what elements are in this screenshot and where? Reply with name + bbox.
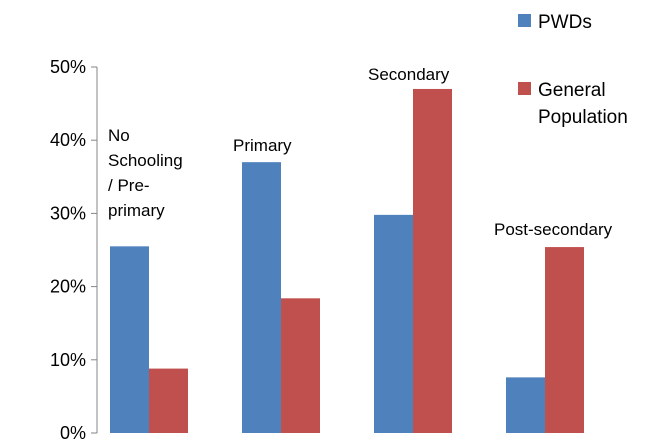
bar-general-population	[149, 368, 188, 433]
y-axis-ticks: 0% 10% 20% 30% 40% 50%	[50, 57, 97, 443]
bar-general-population	[545, 247, 584, 433]
legend-swatch	[518, 82, 531, 95]
bar-general-population	[281, 298, 320, 433]
y-tick-label: 20%	[50, 277, 86, 297]
y-tick-label: 50%	[50, 57, 86, 77]
y-tick-label: 0%	[60, 423, 86, 443]
category-label: Secondary	[368, 65, 450, 84]
legend-swatch	[518, 14, 531, 27]
legend-label: PWDs	[538, 12, 592, 33]
category-label: No Schooling / Pre-primary	[108, 126, 183, 220]
legend: PWDs General Population	[518, 12, 628, 128]
category-label: Post-secondary	[494, 220, 613, 239]
bar-pwds	[242, 162, 281, 433]
bars	[110, 88, 584, 434]
category-labels: No Schooling / Pre-primary Primary Secondary…	[108, 65, 613, 239]
bar-pwds	[506, 377, 545, 433]
y-tick-label: 10%	[50, 350, 86, 370]
bar-pwds	[110, 246, 149, 433]
legend-label: General Population	[538, 80, 628, 128]
y-tick-label: 40%	[50, 130, 86, 150]
category-label: Primary	[233, 136, 292, 155]
bar-general-population	[413, 88, 452, 434]
bar-pwds	[374, 214, 413, 433]
y-tick-label: 30%	[50, 203, 86, 223]
